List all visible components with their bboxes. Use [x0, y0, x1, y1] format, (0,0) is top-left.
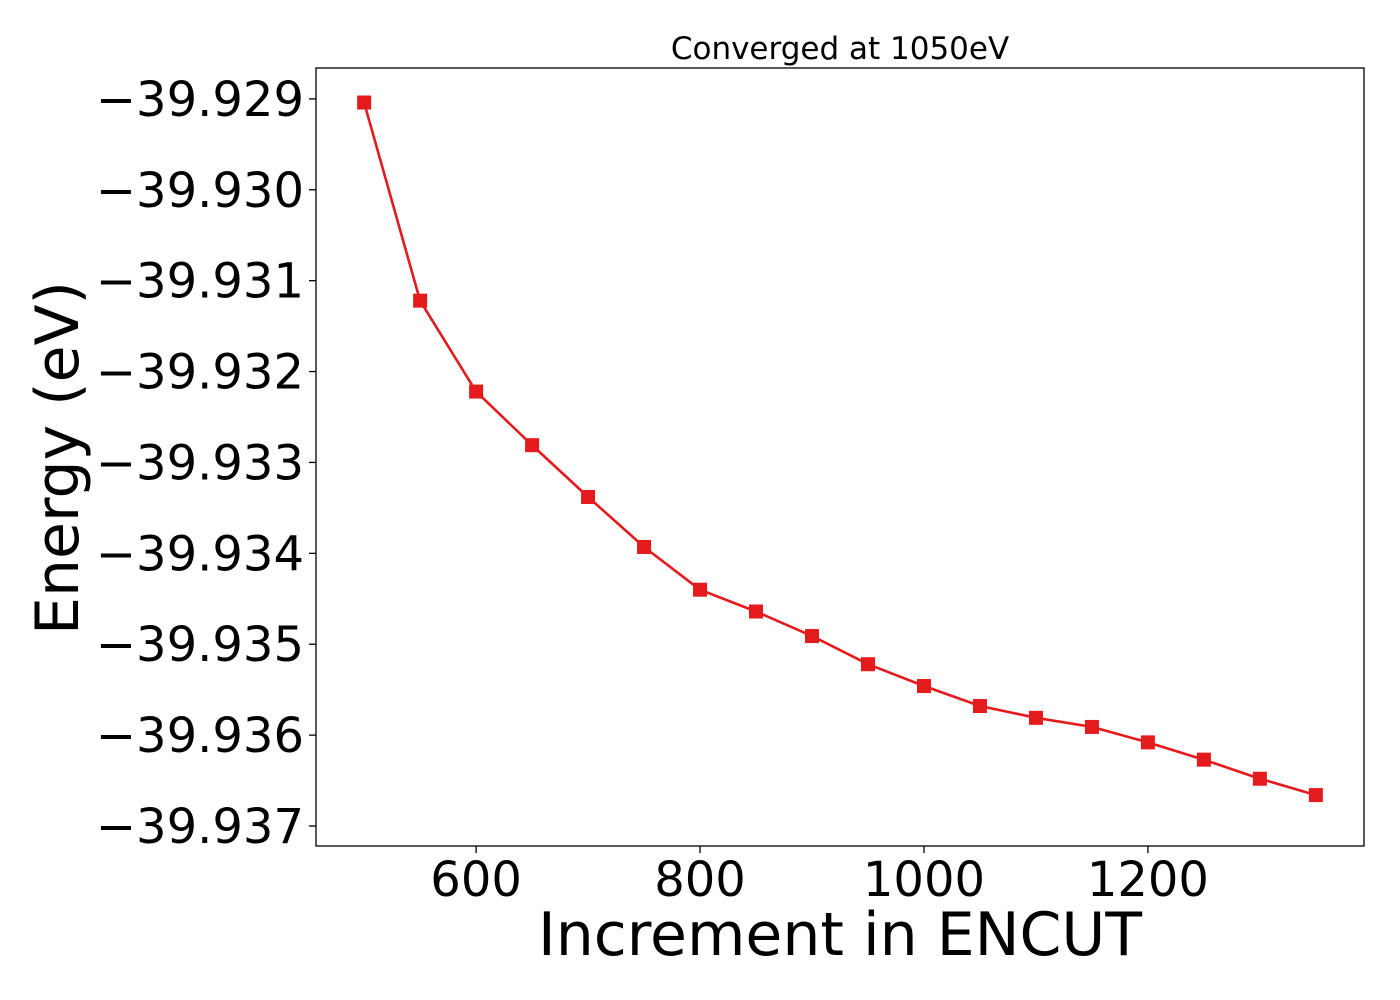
- y-tick-label: −39.933: [96, 435, 304, 491]
- data-point-marker: [916, 679, 931, 694]
- y-tick-label: −39.929: [96, 72, 304, 128]
- data-point-marker: [972, 699, 987, 714]
- plot-area-frame: [315, 67, 1365, 847]
- x-tick-label: 1200: [1087, 852, 1209, 908]
- data-point-marker: [749, 604, 764, 619]
- x-tick-label: 600: [430, 852, 522, 908]
- series-line: [362, 102, 1317, 797]
- x-tick-label: 800: [654, 852, 746, 908]
- data-point-marker: [1084, 719, 1099, 734]
- data-point-marker: [860, 657, 875, 672]
- y-axis-label: Energy (eV): [23, 281, 93, 635]
- y-axis-ticks: −39.929 −39.930 −39.931 −39.932 −39.933 −39.9…: [96, 72, 316, 855]
- data-point-marker: [469, 384, 484, 399]
- data-point-marker: [413, 293, 428, 308]
- data-point-marker: [1028, 710, 1043, 725]
- data-point-marker: [1196, 752, 1211, 767]
- data-point-marker: [1308, 788, 1323, 803]
- y-tick-label: −39.930: [96, 163, 304, 219]
- data-point-marker: [357, 95, 372, 110]
- y-tick-label: −39.931: [96, 254, 304, 310]
- data-point-marker: [693, 582, 708, 597]
- data-point-marker: [1252, 771, 1267, 786]
- data-point-marker: [525, 438, 540, 453]
- y-tick-label: −39.934: [96, 526, 304, 582]
- plot-series: [357, 95, 1323, 803]
- x-axis-ticks: 600 800 1000 1200: [430, 846, 1209, 908]
- data-point-marker: [637, 539, 652, 554]
- y-tick-label: −39.932: [96, 345, 304, 401]
- x-axis-label: Increment in ENCUT: [538, 900, 1142, 970]
- y-tick-label: −39.936: [96, 708, 304, 764]
- x-tick-label: 1000: [863, 852, 985, 908]
- y-tick-label: −39.935: [96, 617, 304, 673]
- data-point-marker: [805, 629, 820, 644]
- data-point-marker: [581, 489, 596, 504]
- chart-title: Converged at 1050eV: [671, 31, 1009, 67]
- data-point-marker: [1140, 735, 1155, 750]
- y-tick-label: −39.937: [96, 799, 304, 855]
